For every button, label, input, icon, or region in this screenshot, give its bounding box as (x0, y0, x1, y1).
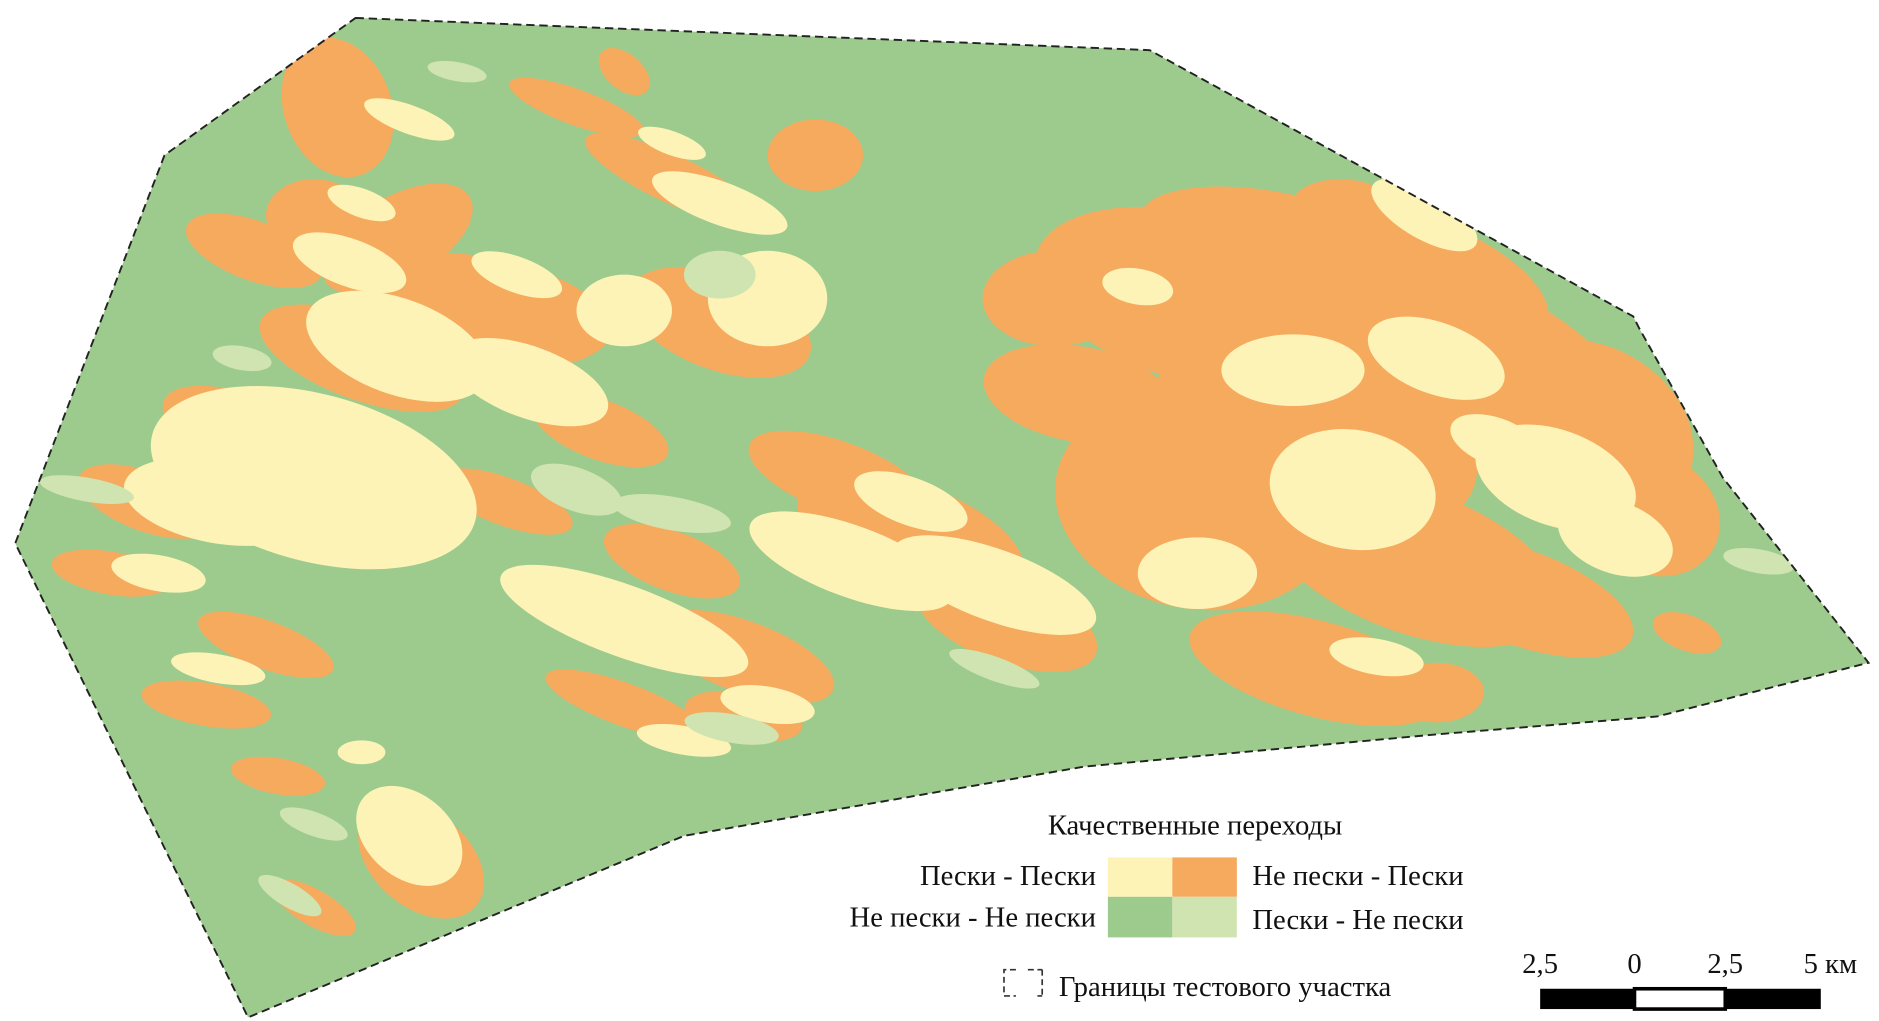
transition-patches (39, 37, 1795, 937)
patch-sand-sand (471, 251, 563, 299)
legend-boundary-label: Границы тестового участка (1059, 971, 1392, 1003)
legend-label-nonsand-sand: Не пески - Пески (1252, 860, 1463, 892)
legend-label-sand-sand: Пески - Пески (920, 860, 1096, 892)
patch-nonsand-sand (603, 524, 741, 599)
patch-sand-sand (171, 652, 266, 686)
patch-sand-sand (1137, 537, 1258, 610)
patch-sand-sand (123, 457, 313, 546)
patch-sand-sand (854, 471, 968, 532)
patch-nonsand-sand (1055, 392, 1340, 611)
legend-label-sand-nonsand: Пески - Не пески (1252, 904, 1463, 936)
patch-sand-sand (638, 126, 706, 160)
patch-sand-nonsand (684, 712, 779, 745)
patch-nonsand-sand (982, 250, 1126, 347)
boundary-legend-icon (1003, 968, 1044, 997)
scale-label-0: 2,5 (1522, 948, 1558, 980)
patch-sand-nonsand (1723, 547, 1795, 575)
patch-sand-sand (364, 98, 455, 141)
patch-nonsand-sand (437, 468, 573, 535)
patch-sand-sand (1329, 637, 1424, 677)
legend-swatch-nonsand-sand (1172, 857, 1237, 897)
patch-sand-nonsand (683, 250, 756, 299)
patch-nonsand-sand (767, 119, 864, 192)
patch-nonsand-sand (141, 680, 272, 729)
patch-sand-sand (892, 535, 1097, 635)
legend-title: Качественные переходы (1048, 810, 1342, 842)
scale-segment-1 (1540, 988, 1635, 1010)
patch-sand-sand (449, 337, 609, 427)
patch-sand-nonsand (258, 874, 322, 917)
patch-sand-sand (292, 232, 407, 294)
patch-nonsand-sand (1189, 611, 1445, 727)
patch-sand-sand (749, 511, 953, 612)
patch-sand-sand (1450, 414, 1542, 470)
patch-sand-sand (652, 171, 788, 235)
patch-sand-sand (1221, 334, 1365, 407)
patch-sand-nonsand (212, 345, 272, 372)
patch-sand-sand (720, 685, 815, 725)
scale-segment-2 (1632, 986, 1728, 1011)
patch-sand-sand (306, 290, 489, 402)
legend-swatch-nonsand-nonsand (1107, 896, 1173, 938)
patch-nonsand-sand (1388, 662, 1485, 723)
patch-nonsand-sand (281, 37, 394, 178)
patch-sand-sand (1269, 429, 1436, 551)
patch-sand-nonsand (530, 463, 622, 516)
scale-label-1: 0 (1627, 948, 1641, 980)
patch-sand-sand (500, 564, 749, 678)
legend: Качественные переходы Пески - Пески Не п… (850, 810, 1464, 1003)
patch-sand-sand (576, 274, 673, 347)
patch-sand-sand (111, 553, 206, 593)
scale-label-3: 5 км (1804, 948, 1858, 980)
patch-nonsand-sand (598, 48, 650, 96)
patch-sand-nonsand (39, 475, 134, 504)
legend-label-nonsand-nonsand: Не пески - Не пески (850, 902, 1096, 934)
patch-nonsand-sand (1406, 536, 1634, 658)
patch-nonsand-sand (545, 669, 704, 740)
patch-sand-nonsand (613, 494, 731, 533)
patch-sand-sand (356, 785, 463, 886)
patch-nonsand-sand (1292, 179, 1389, 227)
patch-sand-sand (1367, 316, 1505, 400)
patch-nonsand-sand (185, 213, 323, 289)
patch-sand-sand (327, 184, 396, 222)
patch-sand-sand (1102, 267, 1174, 306)
patch-nonsand-sand (983, 344, 1173, 444)
patch-nonsand-sand (230, 756, 326, 796)
scale-bar: 2,5 0 2,5 5 км (1522, 948, 1858, 1011)
scale-label-2: 2,5 (1707, 948, 1743, 980)
patch-sand-sand (1371, 178, 1478, 252)
scale-segment-3 (1725, 988, 1821, 1010)
legend-swatch-sand-nonsand (1172, 896, 1237, 938)
patch-sand-sand (337, 740, 386, 765)
patch-sand-nonsand (949, 648, 1040, 689)
patch-nonsand-sand (198, 611, 334, 679)
patch-nonsand-sand (1652, 612, 1722, 654)
patch-sand-sand (1557, 497, 1673, 577)
patch-sand-nonsand (427, 60, 487, 83)
patch-sand-nonsand (279, 807, 348, 841)
legend-swatch-sand-sand (1107, 857, 1173, 897)
patch-nonsand-sand (508, 77, 645, 138)
